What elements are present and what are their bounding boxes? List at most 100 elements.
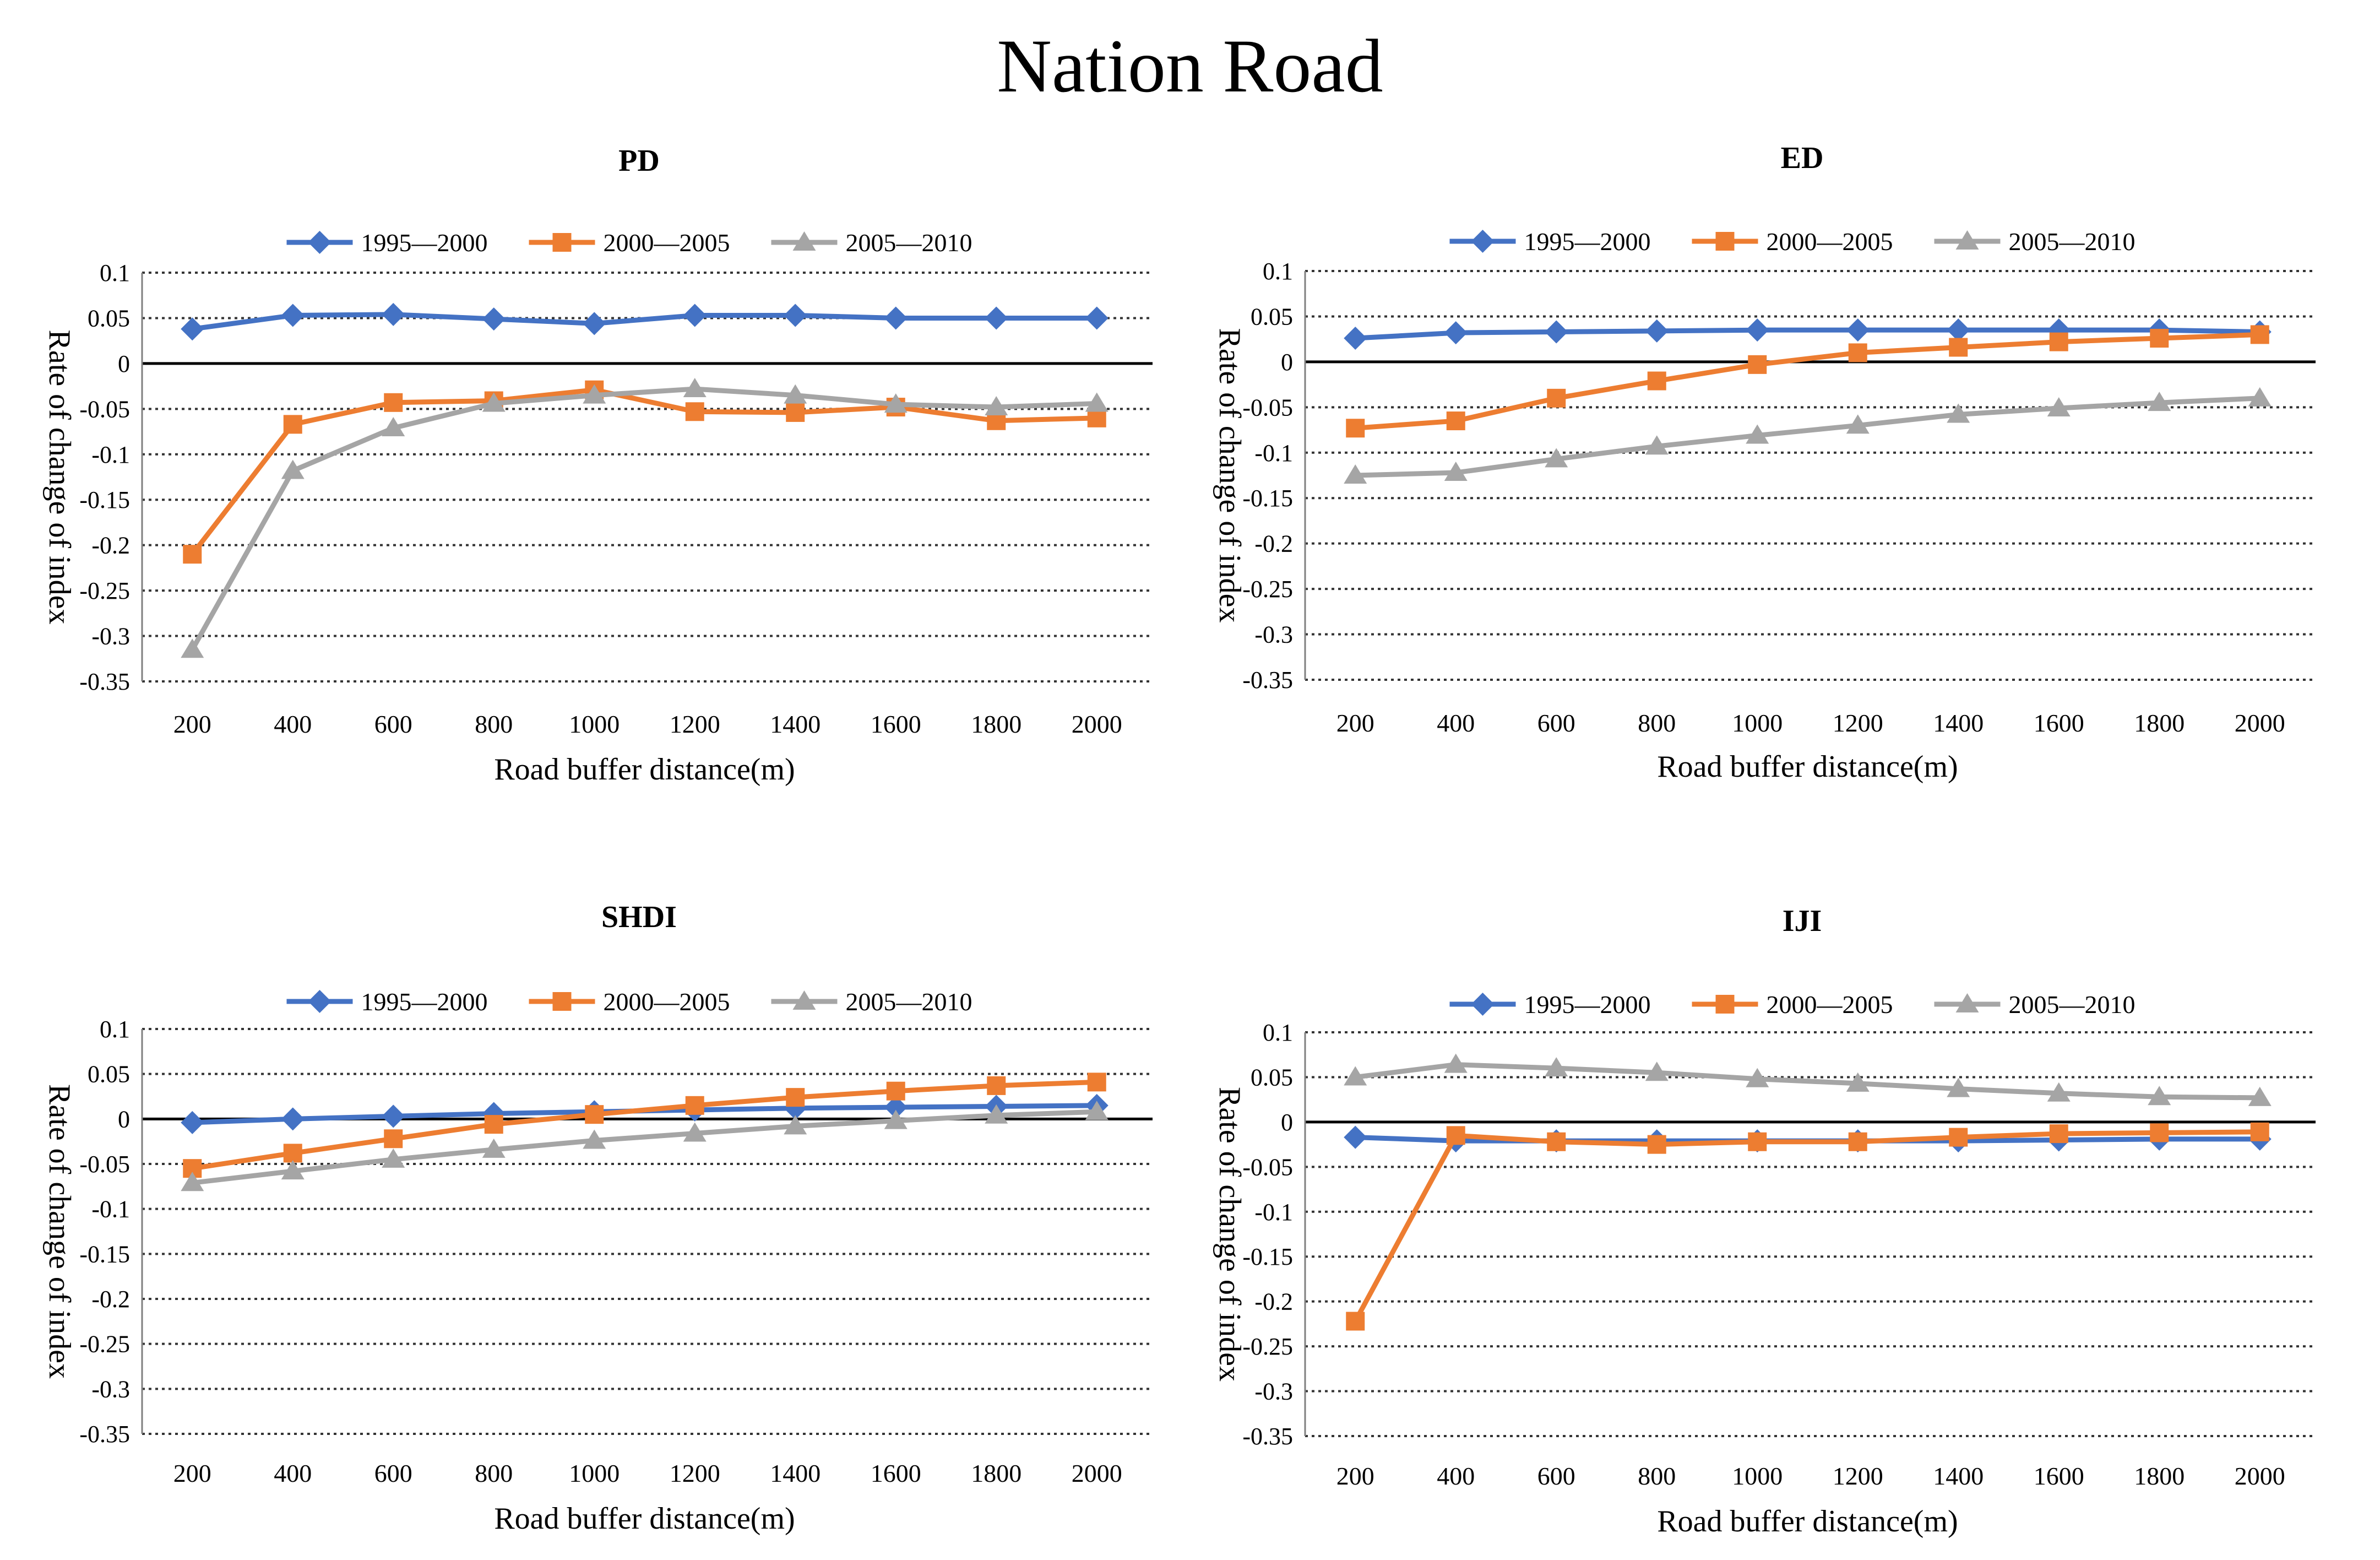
chart-pd: PD 0.1 0.05 0 -0.05 -0.1 -0.15 -0.2 -0.25 -0.3 -0.… bbox=[42, 144, 1153, 787]
y-tick-label: -0.15 bbox=[79, 1241, 130, 1268]
data-point bbox=[786, 403, 805, 422]
data-point bbox=[1344, 464, 1367, 484]
x-tick-label: 200 bbox=[173, 1459, 211, 1487]
data-point bbox=[2148, 1086, 2171, 1106]
legend-entry: 2005—2010 bbox=[846, 229, 972, 257]
chart-title: ED bbox=[1781, 141, 1824, 175]
y-axis-label: Rate of change of index bbox=[42, 1084, 77, 1379]
x-tick-label: 1600 bbox=[871, 1459, 921, 1487]
data-point bbox=[2049, 332, 2068, 351]
data-point bbox=[181, 638, 204, 658]
series-line-2 bbox=[1353, 1129, 2260, 1323]
series-line-1 bbox=[192, 312, 1097, 332]
data-point bbox=[181, 317, 204, 341]
x-tick-label: 2000 bbox=[1072, 1459, 1122, 1487]
data-point bbox=[2248, 1086, 2272, 1106]
data-point bbox=[683, 378, 707, 398]
legend-entry: 2000—2005 bbox=[1767, 990, 1893, 1019]
data-point bbox=[181, 1111, 204, 1134]
legend-marker bbox=[792, 990, 816, 1010]
legend: 1995—2000 2000—2005 2005—2010 bbox=[1449, 228, 2136, 256]
legend-marker bbox=[308, 231, 332, 254]
x-tick-label: 1000 bbox=[1732, 1462, 1783, 1490]
data-point bbox=[1346, 1312, 1365, 1331]
x-axis-label: Road buffer distance(m) bbox=[494, 1502, 795, 1536]
y-axis-label: Rate of change of index bbox=[1213, 1087, 1247, 1382]
y-tick-label: -0.1 bbox=[1254, 1199, 1293, 1226]
data-point bbox=[382, 1148, 405, 1168]
legend-entry: 2005—2010 bbox=[846, 988, 972, 1016]
data-point bbox=[1947, 1077, 1970, 1097]
chart-shdi: SHDI 0.1 0.05 0 -0.05 -0.1 -0.15 -0.2 -0.25 -0.3 -… bbox=[42, 900, 1153, 1536]
data-point bbox=[2250, 325, 2269, 344]
y-tick-label: -0.2 bbox=[1254, 530, 1293, 557]
data-point bbox=[382, 1104, 405, 1128]
y-tick-label: 0.05 bbox=[1251, 1064, 1293, 1091]
series-line-3 bbox=[190, 386, 1097, 651]
y-tick-label: 0.05 bbox=[88, 305, 130, 332]
data-point bbox=[685, 1096, 704, 1115]
x-tick-label: 600 bbox=[1537, 1462, 1575, 1490]
data-point bbox=[2150, 329, 2169, 348]
x-tick-label: 1400 bbox=[770, 710, 820, 738]
data-point bbox=[1344, 327, 1367, 350]
x-tick-label: 1200 bbox=[670, 710, 720, 738]
legend-entry: 2000—2005 bbox=[604, 988, 730, 1016]
data-point bbox=[1748, 1132, 1767, 1151]
data-point bbox=[183, 545, 202, 564]
data-point bbox=[1085, 1101, 1109, 1120]
y-tick-label: 0 bbox=[118, 1106, 130, 1133]
data-point bbox=[583, 312, 606, 335]
series-line-2 bbox=[190, 387, 1097, 556]
data-point bbox=[683, 1122, 707, 1142]
y-tick-label: -0.2 bbox=[1254, 1288, 1293, 1315]
data-point bbox=[283, 415, 302, 434]
legend-entry: 2000—2005 bbox=[604, 229, 730, 257]
legend-marker bbox=[1715, 995, 1735, 1014]
legend-marker bbox=[1471, 230, 1495, 253]
data-point bbox=[884, 306, 908, 330]
data-point bbox=[1746, 318, 1769, 342]
data-point bbox=[1446, 1126, 1465, 1145]
data-point bbox=[1085, 392, 1109, 412]
x-tick-label: 600 bbox=[1537, 709, 1575, 737]
y-tick-label: 0.05 bbox=[1251, 303, 1293, 330]
data-point bbox=[384, 393, 403, 412]
y-tick-label: -0.3 bbox=[1254, 621, 1293, 648]
x-tick-label: 600 bbox=[374, 1459, 412, 1487]
y-tick-label: -0.05 bbox=[1242, 394, 1293, 421]
x-tick-label: 1000 bbox=[569, 710, 620, 738]
x-tick-label: 1400 bbox=[770, 1459, 820, 1487]
data-point bbox=[1446, 411, 1465, 431]
y-tick-label: -0.05 bbox=[79, 1151, 130, 1178]
legend: 1995—2000 2000—2005 2005—2010 bbox=[286, 229, 972, 257]
data-point bbox=[1848, 343, 1867, 362]
x-tick-label: 600 bbox=[374, 710, 412, 738]
data-point bbox=[281, 304, 305, 327]
data-point bbox=[1545, 1057, 1568, 1077]
legend: 1995—2000 2000—2005 2005—2010 bbox=[1449, 990, 2136, 1019]
data-point bbox=[1444, 321, 1468, 345]
data-point bbox=[886, 1081, 905, 1101]
y-tick-label: -0.25 bbox=[79, 1331, 130, 1358]
data-point bbox=[2049, 1124, 2068, 1144]
x-tick-label: 1800 bbox=[2134, 709, 2185, 737]
legend-entry: 1995—2000 bbox=[1524, 990, 1651, 1019]
y-axis-label: Rate of change of index bbox=[1213, 328, 1247, 623]
chart-title: IJI bbox=[1783, 904, 1822, 938]
series-line-3 bbox=[192, 1109, 1097, 1185]
y-tick-label: -0.15 bbox=[79, 486, 130, 513]
x-tick-label: 1400 bbox=[1933, 1462, 1984, 1490]
y-tick-label: -0.05 bbox=[79, 396, 130, 422]
data-point bbox=[1645, 1061, 1669, 1081]
data-point bbox=[784, 1115, 807, 1135]
legend-marker bbox=[1471, 993, 1495, 1016]
legend-marker bbox=[1715, 232, 1735, 251]
data-point bbox=[1087, 408, 1106, 427]
data-point bbox=[786, 1088, 805, 1107]
x-tick-label: 400 bbox=[274, 1459, 312, 1487]
data-point bbox=[1344, 1066, 1367, 1086]
data-point bbox=[1346, 419, 1365, 438]
page-title: Nation Road bbox=[997, 24, 1383, 108]
x-tick-label: 1800 bbox=[971, 1459, 1021, 1487]
